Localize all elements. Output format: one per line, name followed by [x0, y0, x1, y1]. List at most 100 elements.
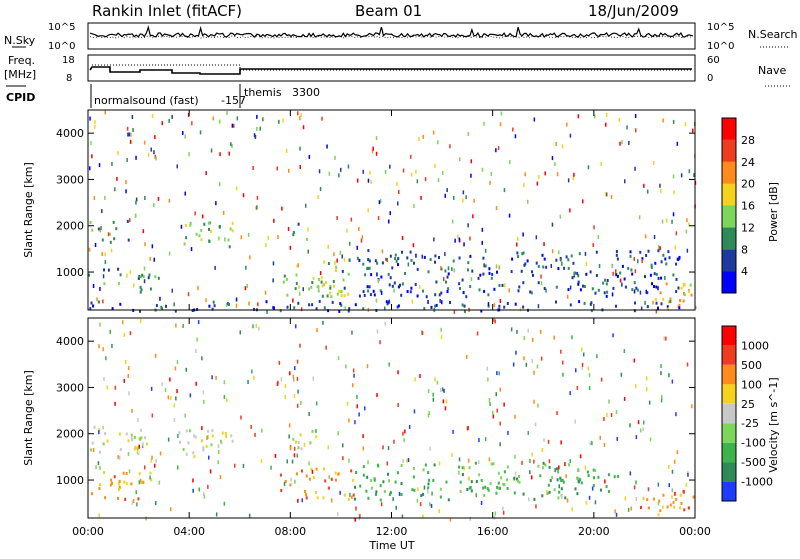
power-echo-cell — [208, 227, 210, 231]
power-echo-cell — [401, 282, 404, 286]
velocity-echo-cell — [367, 496, 370, 500]
power-echo-cell — [569, 285, 572, 290]
velocity-colorbar-segment — [722, 345, 736, 365]
power-echo-cell — [675, 262, 678, 266]
power-echo-cell — [327, 262, 330, 265]
power-echo-cell — [582, 284, 584, 288]
velocity-colorbar-segment — [722, 326, 736, 346]
velocity-echo-cell — [247, 380, 249, 384]
power-echo-cell — [302, 287, 304, 292]
power-echo-cell — [624, 179, 626, 184]
velocity-echo-cell — [352, 493, 355, 497]
velocity-echo-cell — [486, 366, 489, 371]
power-echo-cell — [685, 229, 688, 234]
velocity-echo-cell — [334, 471, 337, 475]
power-echo-cell — [561, 144, 564, 149]
power-echo-cell — [257, 302, 259, 307]
velocity-echo-cell — [639, 428, 642, 433]
velocity-echo-cell — [251, 369, 253, 374]
velocity-echo-cell — [421, 331, 424, 335]
power-echo-cell — [308, 154, 311, 159]
power-echo-cell — [590, 301, 593, 305]
velocity-echo-cell — [665, 336, 667, 341]
x-tick-label: 08:00 — [274, 525, 306, 538]
velocity-echo-cell — [492, 414, 495, 419]
velocity-echo-cell — [560, 495, 563, 499]
power-echo-cell — [144, 196, 146, 200]
velocity-echo-cell — [675, 412, 677, 417]
velocity-echo-cell — [680, 502, 683, 505]
power-panel-frame — [87, 109, 696, 311]
velocity-echo-cell — [546, 489, 548, 494]
power-echo-cell — [394, 257, 397, 260]
velocity-echo-cell — [130, 433, 133, 437]
power-echo-cell — [667, 300, 670, 304]
power-echo-cell — [208, 240, 211, 243]
velocity-echo-cell — [252, 324, 254, 329]
power-echo-cell — [92, 284, 95, 288]
power-echo-cell — [518, 285, 521, 289]
velocity-echo-cell — [497, 471, 500, 475]
velocity-echo-cell — [395, 505, 397, 510]
power-colorbar-tick-label: 16 — [741, 200, 755, 213]
power-echo-cell — [465, 195, 467, 200]
velocity-echo-cell — [428, 478, 431, 482]
power-echo-cell — [295, 273, 298, 277]
power-echo-cell — [389, 276, 392, 280]
power-echo-cell — [130, 133, 133, 137]
velocity-echo-cell — [492, 410, 494, 415]
velocity-echo-cell — [98, 344, 100, 349]
power-echo-cell — [282, 280, 285, 284]
power-echo-cell — [444, 193, 446, 198]
power-echo-cell — [565, 255, 568, 259]
velocity-echo-cell — [185, 429, 188, 433]
velocity-echo-cell — [136, 450, 139, 454]
velocity-echo-cell — [366, 364, 369, 369]
power-echo-cell — [380, 275, 383, 279]
velocity-echo-cell — [499, 387, 501, 392]
power-echo-cell — [297, 222, 300, 226]
power-echo-cell — [187, 112, 190, 117]
velocity-echo-cell — [623, 349, 626, 353]
power-echo-cell — [227, 238, 230, 242]
velocity-echo-cell — [127, 374, 129, 378]
velocity-echo-cell — [279, 473, 282, 477]
power-echo-cell — [218, 225, 221, 229]
power-echo-cell — [490, 276, 493, 280]
power-echo-cell — [467, 132, 470, 136]
power-echo-cell — [376, 261, 379, 265]
velocity-echo-cell — [523, 336, 526, 340]
power-echo-cell — [154, 154, 156, 159]
power-echo-cell — [461, 303, 464, 307]
power-echo-cell — [367, 208, 369, 213]
power-echo-cell — [195, 232, 198, 236]
power-echo-cell — [183, 242, 186, 246]
velocity-echo-cell — [119, 447, 122, 451]
velocity-echo-cell — [278, 360, 281, 365]
power-echo-cell — [600, 161, 602, 166]
velocity-echo-cell — [419, 502, 422, 507]
velocity-echo-cell — [289, 446, 292, 451]
power-echo-cell — [659, 183, 661, 188]
power-echo-cell — [362, 262, 365, 266]
velocity-echo-cell — [346, 401, 349, 406]
velocity-echo-cell — [668, 464, 670, 469]
velocity-echo-cell — [305, 493, 307, 497]
velocity-colorbar-title: Velocity [m s^-1] — [767, 377, 780, 472]
velocity-echo-cell — [427, 389, 430, 393]
power-echo-cell — [104, 252, 106, 257]
velocity-echo-cell — [514, 454, 516, 459]
power-echo-cell — [329, 286, 332, 290]
power-echo-cell — [194, 211, 196, 216]
velocity-echo-cell — [424, 463, 427, 467]
velocity-echo-cell — [556, 411, 558, 416]
power-echo-cell — [535, 261, 538, 265]
power-echo-cell — [371, 149, 374, 154]
velocity-echo-cell — [167, 395, 170, 400]
velocity-echo-cell — [151, 455, 153, 460]
power-echo-cell — [111, 307, 114, 311]
power-echo-cell — [491, 273, 494, 276]
velocity-echo-cell — [577, 480, 580, 484]
velocity-echo-cell — [583, 352, 585, 357]
power-echo-cell — [657, 306, 659, 310]
